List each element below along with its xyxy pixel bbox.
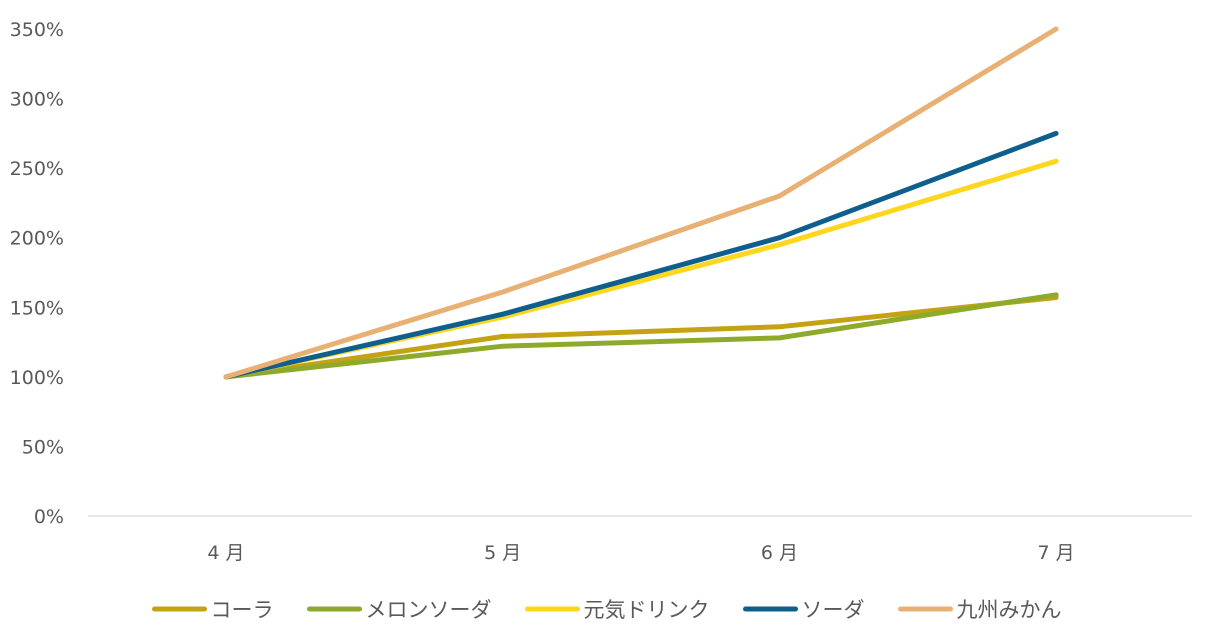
y-tick-label: 0% [34,506,64,528]
x-axis-ticks: 4 月 5 月 6 月 7 月 [207,542,1074,564]
legend-label: 九州みかん [957,598,1062,622]
y-tick-label: 250% [10,158,64,180]
y-tick-label: 200% [10,228,64,250]
legend-label: コーラ [211,598,274,622]
y-tick-label: 300% [10,89,64,111]
x-tick-label: 4 月 [207,542,244,564]
legend-item: メロンソーダ [307,598,492,622]
legend-item: 元気ドリンク [525,598,710,622]
series-line [223,292,1059,380]
series-line [223,26,1059,380]
legend-item: 九州みかん [898,598,1062,622]
x-tick-label: 5 月 [484,542,521,564]
legend-item: ソーダ [743,598,865,622]
y-tick-label: 100% [10,367,64,389]
legend-label: ソーダ [802,598,865,622]
x-tick-label: 6 月 [761,542,798,564]
series-line [223,295,1059,380]
legend-item: コーラ [152,598,274,622]
y-tick-label: 50% [22,436,64,458]
series-lines [223,26,1059,380]
y-axis-ticks: 0% 50% 100% 150% 200% 250% 300% 350% [10,19,64,528]
series-line [223,130,1059,380]
legend: コーラ メロンソーダ 元気ドリンク ソーダ 九州みかん [152,598,1062,622]
y-tick-label: 350% [10,19,64,41]
y-tick-label: 150% [10,297,64,319]
legend-label: メロンソーダ [366,598,492,622]
legend-label: 元気ドリンク [584,598,710,622]
x-tick-label: 7 月 [1038,542,1075,564]
